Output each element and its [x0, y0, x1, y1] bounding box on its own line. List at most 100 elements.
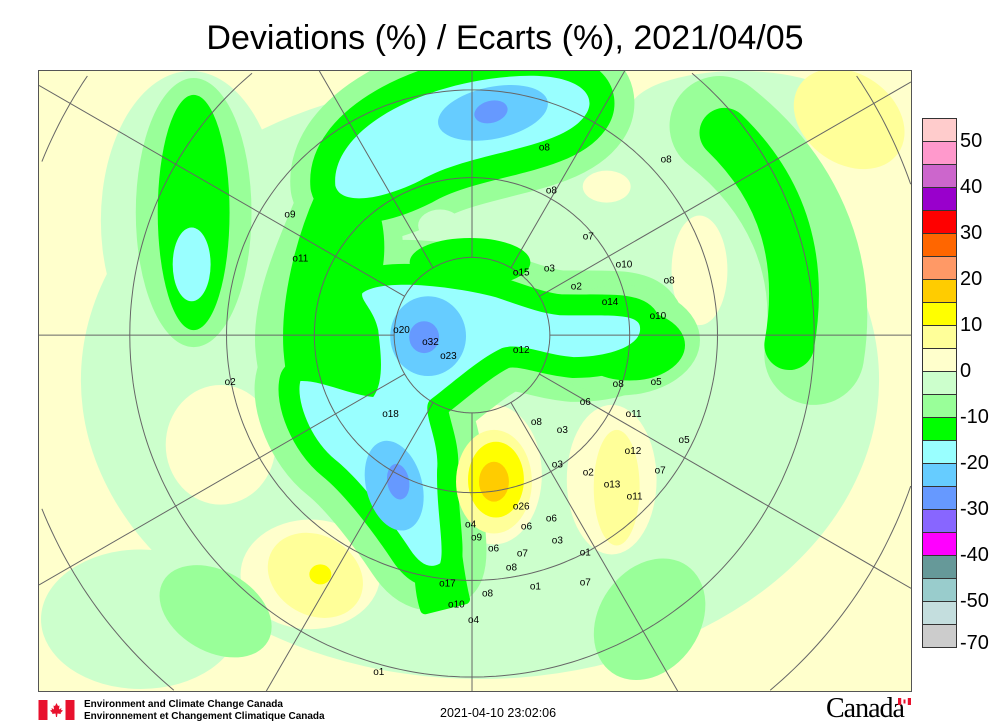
canada-wordmark: Canada — [826, 693, 905, 724]
contour-label: ο8 — [506, 562, 518, 573]
contour-label: ο6 — [546, 514, 558, 525]
contour-label: ο12 — [625, 446, 642, 457]
legend-swatch — [922, 486, 957, 509]
contour-label: ο23 — [440, 351, 457, 362]
legend-swatch — [922, 210, 957, 233]
legend-swatch — [922, 417, 957, 440]
contour-label: ο10 — [616, 259, 633, 270]
legend-swatch — [922, 463, 957, 486]
contour-label: ο8 — [661, 155, 673, 166]
contour-label: ο26 — [513, 502, 530, 513]
contour-label: ο9 — [471, 532, 483, 543]
band-15-to-20 — [478, 461, 509, 502]
color-legend — [922, 118, 957, 648]
contour-label: ο7 — [655, 466, 667, 477]
legend-swatch — [922, 348, 957, 371]
contour-label: ο6 — [488, 543, 500, 554]
band-minus25-to-minus30 — [386, 100, 508, 500]
contour-label: ο1 — [530, 581, 542, 592]
legend-swatch — [922, 233, 957, 256]
meridian-line — [39, 84, 405, 297]
legend-label: -10 — [960, 406, 989, 428]
contour-label: ο2 — [571, 281, 583, 292]
meridian-line — [539, 373, 911, 589]
legend-label: 0 — [960, 360, 972, 382]
contour-label: ο5 — [679, 435, 691, 446]
meridian-line — [318, 71, 434, 269]
contour-label: ο4 — [465, 520, 477, 531]
legend-swatch — [922, 555, 957, 578]
contour-label: ο9 — [284, 210, 296, 221]
legend-swatch — [922, 302, 957, 325]
contour-label: ο8 — [546, 186, 558, 197]
ozone-deviation-map: ο8 ο8 ο8 ο9 ο11 ο15 ο3 ο2 ο7 ο10 ο14 ο10 ο8 ο20 ο32ο23… — [38, 70, 912, 692]
legend-swatch — [922, 601, 957, 624]
legend-swatch — [922, 325, 957, 348]
contour-label: ο7 — [583, 231, 595, 242]
graticule — [39, 71, 911, 691]
legend-label: -40 — [960, 544, 989, 566]
legend-label: 10 — [960, 314, 983, 336]
legend-label: -50 — [960, 590, 989, 612]
legend-swatch — [922, 440, 957, 463]
map-title: Deviations (%) / Ecarts (%), 2021/04/05 — [206, 19, 804, 57]
contour-label: ο3 — [557, 425, 569, 436]
contour-label: ο5 — [651, 377, 663, 388]
legend-swatch — [922, 256, 957, 279]
legend-label: 40 — [960, 176, 983, 198]
legend-label: 20 — [960, 268, 983, 290]
contour-label: ο10 — [650, 311, 667, 322]
legend-swatch — [922, 371, 957, 394]
contour-label: ο1 — [373, 667, 385, 678]
legend-swatch — [922, 187, 957, 210]
legend-label: 30 — [960, 222, 983, 244]
contour-label: ο17 — [439, 578, 456, 589]
generation-timestamp: 2021-04-10 23:02:06 — [440, 706, 557, 720]
contour-label: ο8 — [664, 275, 676, 286]
contour-label: ο2 — [583, 468, 595, 479]
org-name-english: Environment and Climate Change Canada — [84, 699, 283, 710]
legend-label: -30 — [960, 498, 989, 520]
contour-label: ο8 — [482, 588, 494, 599]
contour-label: ο7 — [580, 577, 592, 588]
legend-swatch — [922, 279, 957, 302]
meridian-line — [39, 373, 405, 586]
contour-label: ο4 — [468, 615, 480, 626]
wordmark-flag-icon — [898, 698, 911, 705]
latitude-circle — [129, 72, 815, 678]
contour-label: ο20 — [393, 325, 410, 336]
legend-swatch — [922, 509, 957, 532]
contour-label: ο8 — [539, 143, 551, 154]
contour-label: ο11 — [627, 492, 643, 503]
band-0-to-minus5-inner — [418, 209, 463, 242]
contour-label: ο8 — [531, 417, 543, 428]
legend-swatch — [922, 118, 957, 141]
legend-swatch — [922, 164, 957, 187]
contour-label: ο11 — [292, 253, 308, 264]
contour-label: ο7 — [517, 548, 529, 559]
meridian-line — [510, 402, 679, 691]
contour-label: ο6 — [521, 522, 533, 533]
legend-swatch — [922, 141, 957, 164]
contour-label: ο6 — [580, 397, 592, 408]
legend-label: 50 — [960, 130, 983, 152]
legend-swatch — [922, 532, 957, 555]
meridian-line — [539, 81, 911, 297]
contour-label: ο2 — [225, 377, 237, 388]
legend-label: -20 — [960, 452, 989, 474]
meridian-line — [510, 71, 626, 269]
contour-label: ο11 — [626, 409, 642, 420]
canada-flag-icon — [38, 700, 75, 720]
meridian-line — [265, 402, 434, 691]
contour-label: ο3 — [552, 460, 564, 471]
contour-label: ο18 — [382, 409, 399, 420]
contour-label: ο32 — [422, 337, 439, 348]
contour-label: ο1 — [580, 547, 592, 558]
contour-label: ο8 — [613, 379, 625, 390]
contour-label: ο3 — [552, 535, 564, 546]
contour-label: ο10 — [448, 599, 465, 610]
contour-label: ο3 — [544, 263, 556, 274]
legend-label: -70 — [960, 632, 989, 654]
legend-swatch — [922, 624, 957, 648]
latitude-circle — [41, 75, 911, 691]
